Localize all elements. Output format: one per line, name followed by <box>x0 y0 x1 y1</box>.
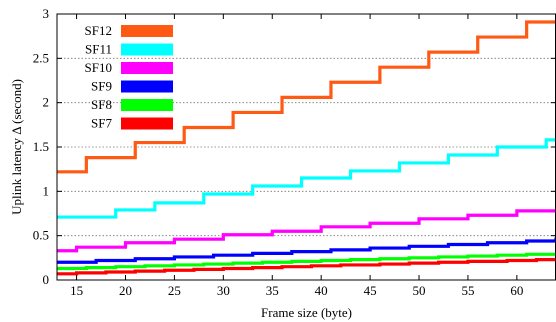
series-sf8-line <box>57 251 556 271</box>
series-sf11-line <box>57 138 556 219</box>
series-sf10-line <box>57 207 556 253</box>
legend-swatch-sf11 <box>121 43 173 56</box>
grid-lines <box>57 57 556 237</box>
x-tick-label: 45 <box>364 283 377 298</box>
series-lines <box>57 20 556 276</box>
y-tick-label: 0 <box>43 272 50 287</box>
x-tick-label: 55 <box>461 283 474 298</box>
legend-swatch-sf9 <box>121 80 173 93</box>
y-axis-title: Uplink latency Δ (second) <box>9 79 24 215</box>
y-tick-label: 2 <box>43 95 50 110</box>
x-axis-title: Frame size (byte) <box>261 305 352 320</box>
legend-label-sf9: SF9 <box>91 79 112 94</box>
x-tick-label: 20 <box>119 283 132 298</box>
x-tick-label: 25 <box>168 283 181 298</box>
y-tick-label: 0.5 <box>33 228 49 243</box>
series-sf7-line <box>57 258 556 276</box>
y-tick-label: 3 <box>43 6 50 21</box>
legend-label-sf8: SF8 <box>91 97 112 112</box>
x-tick-label: 35 <box>266 283 279 298</box>
x-tick-label: 30 <box>217 283 230 298</box>
series-sf12-line <box>57 20 556 174</box>
legend-label-sf7: SF7 <box>91 116 112 131</box>
x-tick-label: 40 <box>315 283 328 298</box>
legend-label-sf12: SF12 <box>85 23 112 38</box>
y-tick-label: 1.5 <box>33 139 49 154</box>
legend-swatch-sf12 <box>121 25 173 37</box>
legend-label-sf11: SF11 <box>85 42 112 57</box>
legend-swatch-sf10 <box>121 62 173 74</box>
legend-label-sf10: SF10 <box>85 60 112 75</box>
x-tick-label: 60 <box>510 283 523 298</box>
x-tick-label: 50 <box>413 283 426 298</box>
y-tick-label: 2.5 <box>33 50 49 65</box>
legend-swatch-sf7 <box>121 117 173 130</box>
series-sf9-line <box>57 235 556 264</box>
legend-swatch-sf8 <box>121 99 173 111</box>
x-tick-label: 15 <box>70 283 83 298</box>
axis-ticks: 0 0.5 1 1.5 2 2.5 3 15 20 25 30 35 40 45 50 55 60 <box>33 6 556 298</box>
legend: SF12 SF11 SF10 SF9 SF8 SF7 <box>85 23 173 131</box>
y-tick-label: 1 <box>43 183 50 198</box>
